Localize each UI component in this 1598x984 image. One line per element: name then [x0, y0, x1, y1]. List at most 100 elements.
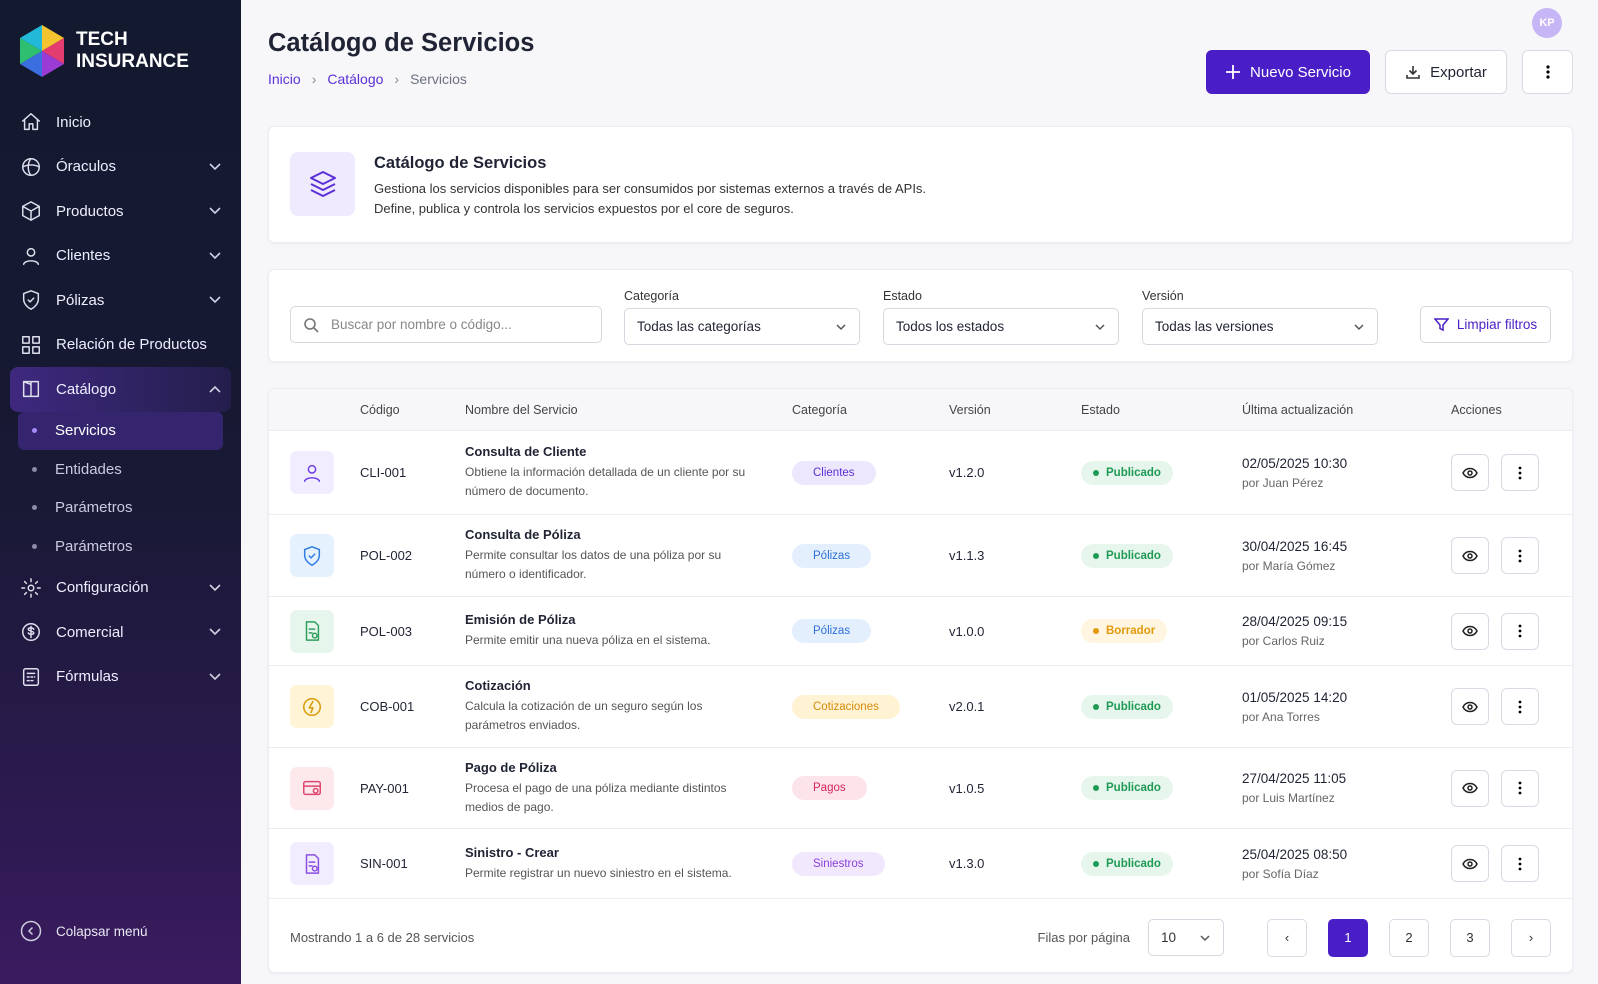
search-placeholder: Buscar por nombre o código...	[331, 317, 512, 332]
view-button[interactable]	[1451, 612, 1489, 650]
filter-label: Categoría	[624, 289, 679, 303]
nav-menu: Inicio Óraculos Productos Clientes Pólizas Re…	[0, 100, 241, 699]
view-button[interactable]	[1451, 454, 1489, 491]
nav-subitem[interactable]: Parámetros	[18, 527, 223, 566]
category-badge: Cotizaciones	[792, 694, 900, 719]
info-text: Define, publica y controla los servicios…	[374, 201, 794, 216]
cell: 25/04/2025 08:50 por Sofía Díaz	[1242, 847, 1451, 881]
nav-item[interactable]: Fórmulas	[10, 655, 231, 700]
logo	[20, 25, 64, 77]
row-icon	[290, 451, 334, 494]
nav-label: Pólizas	[56, 291, 105, 309]
service-version: v1.2.0	[949, 465, 985, 480]
cell	[269, 766, 360, 810]
updated-at: 30/04/2025 16:45	[1242, 538, 1348, 554]
service-version: v2.0.1	[949, 699, 985, 714]
nav-item[interactable]: Productos	[10, 189, 231, 234]
cell: Pólizas	[792, 619, 949, 643]
updated-at: 28/04/2025 09:15	[1242, 614, 1348, 629]
nav-subitem[interactable]: Entidades	[18, 450, 223, 489]
cell: Borrador	[1081, 619, 1242, 643]
nav-subitem[interactable]: Parámetros	[18, 489, 223, 528]
filter-select[interactable]: Todos los estados	[883, 308, 1119, 345]
page-button[interactable]: 3	[1450, 918, 1490, 957]
brand-line: INSURANCE	[76, 51, 189, 72]
cell	[1451, 845, 1572, 882]
row-menu-button[interactable]	[1501, 688, 1539, 725]
rows-per-page-select[interactable]: 10	[1148, 919, 1224, 956]
status-badge: Publicado	[1081, 460, 1173, 485]
info-text: Gestiona los servicios disponibles para …	[374, 181, 927, 196]
clear-filters-button[interactable]: Limpiar filtros	[1420, 306, 1551, 343]
prev-page[interactable]: ‹	[1267, 918, 1307, 957]
row-menu-button[interactable]	[1501, 769, 1539, 807]
service-code: COB-001	[360, 699, 415, 714]
service-code: POL-003	[360, 623, 413, 639]
view-button[interactable]	[1451, 537, 1489, 574]
nav-item[interactable]: Comercial	[10, 610, 231, 655]
row-icon	[290, 766, 334, 810]
view-button[interactable]	[1451, 845, 1489, 882]
avatar[interactable]: KP	[1532, 8, 1562, 38]
nav-item[interactable]: Relación de Productos	[10, 323, 231, 368]
filter-select[interactable]: Todas las versiones	[1142, 308, 1378, 345]
category-badge: Pólizas	[792, 543, 872, 568]
filter-value: Todas las versiones	[1155, 319, 1274, 334]
service-description: Permite emitir una nueva póliza en el si…	[465, 633, 711, 647]
export-button[interactable]: Exportar	[1385, 50, 1507, 94]
row-menu-button[interactable]	[1501, 454, 1539, 491]
nav-item[interactable]: Pólizas	[10, 278, 231, 323]
table-row: COB-001 Cotización Calcula la cotización d…	[269, 666, 1572, 748]
service-description: Procesa el pago de una póliza mediante d…	[465, 780, 727, 814]
page-button[interactable]: 2	[1389, 918, 1429, 957]
updated-by: por Luis Martínez	[1242, 791, 1335, 805]
info-card: Catálogo de Servicios Gestiona los servi…	[268, 126, 1573, 243]
filter-value: Todas las categorías	[637, 319, 761, 334]
cell: Pagos	[792, 776, 949, 800]
service-code: POL-002	[360, 548, 413, 563]
cell	[269, 685, 360, 728]
service-code: SIN-001	[360, 856, 408, 871]
row-menu-button[interactable]	[1501, 612, 1539, 650]
header-actions: Nuevo Servicio Exportar	[1206, 50, 1573, 94]
collapse-menu[interactable]: Colapsar menú	[20, 920, 148, 942]
new-service-button[interactable]: Nuevo Servicio	[1206, 50, 1370, 94]
next-page[interactable]: ›	[1511, 918, 1551, 957]
row-menu-button[interactable]	[1501, 845, 1539, 882]
row-icon	[290, 609, 334, 653]
service-name: Cotización	[465, 678, 531, 693]
cell: Consulta de Póliza Permite consultar los …	[465, 527, 792, 584]
more-button[interactable]	[1522, 50, 1573, 94]
nav-label: Comercial	[56, 623, 124, 641]
nav-item[interactable]: Inicio	[10, 100, 231, 145]
page-title: Catálogo de Servicios	[268, 29, 535, 57]
service-version: v1.0.5	[949, 780, 985, 796]
updated-by: por Carlos Ruiz	[1242, 634, 1325, 648]
filter-select[interactable]: Todas las categorías	[624, 308, 860, 345]
cell: Cotización Calcula la cotización de un se…	[465, 678, 792, 735]
updated-at: 25/04/2025 08:50	[1242, 846, 1348, 862]
search-input[interactable]: Buscar por nombre o código...	[290, 306, 602, 343]
updated-at: 27/04/2025 11:05	[1242, 771, 1347, 786]
brand-line: TECH	[76, 29, 128, 50]
nav-item[interactable]: Catálogo	[10, 367, 231, 412]
row-menu-button[interactable]	[1501, 537, 1539, 574]
view-button[interactable]	[1451, 769, 1489, 807]
nav-label: Catálogo	[56, 380, 117, 398]
nav-subitem[interactable]: Servicios	[18, 411, 223, 450]
breadcrumb-link[interactable]: Inicio	[268, 71, 301, 87]
nav-item[interactable]: Configuración	[10, 566, 231, 611]
nav-item[interactable]: Clientes	[10, 234, 231, 279]
nav-item[interactable]: Óraculos	[10, 145, 231, 190]
cell: 01/05/2025 14:20 por Ana Torres	[1242, 690, 1451, 724]
service-name: Consulta de Cliente	[465, 444, 587, 459]
pagination-summary: Mostrando 1 a 6 de 28 servicios	[290, 930, 475, 945]
cell: Cotizaciones	[792, 694, 949, 719]
cell: Publicado	[1081, 460, 1242, 485]
breadcrumb-link[interactable]: Catálogo	[327, 71, 384, 87]
service-description: Calcula la cotización de un seguro según…	[465, 699, 703, 732]
page-button[interactable]: 1	[1328, 918, 1368, 957]
view-button[interactable]	[1451, 688, 1489, 725]
filter-value: Todos los estados	[896, 319, 1005, 334]
